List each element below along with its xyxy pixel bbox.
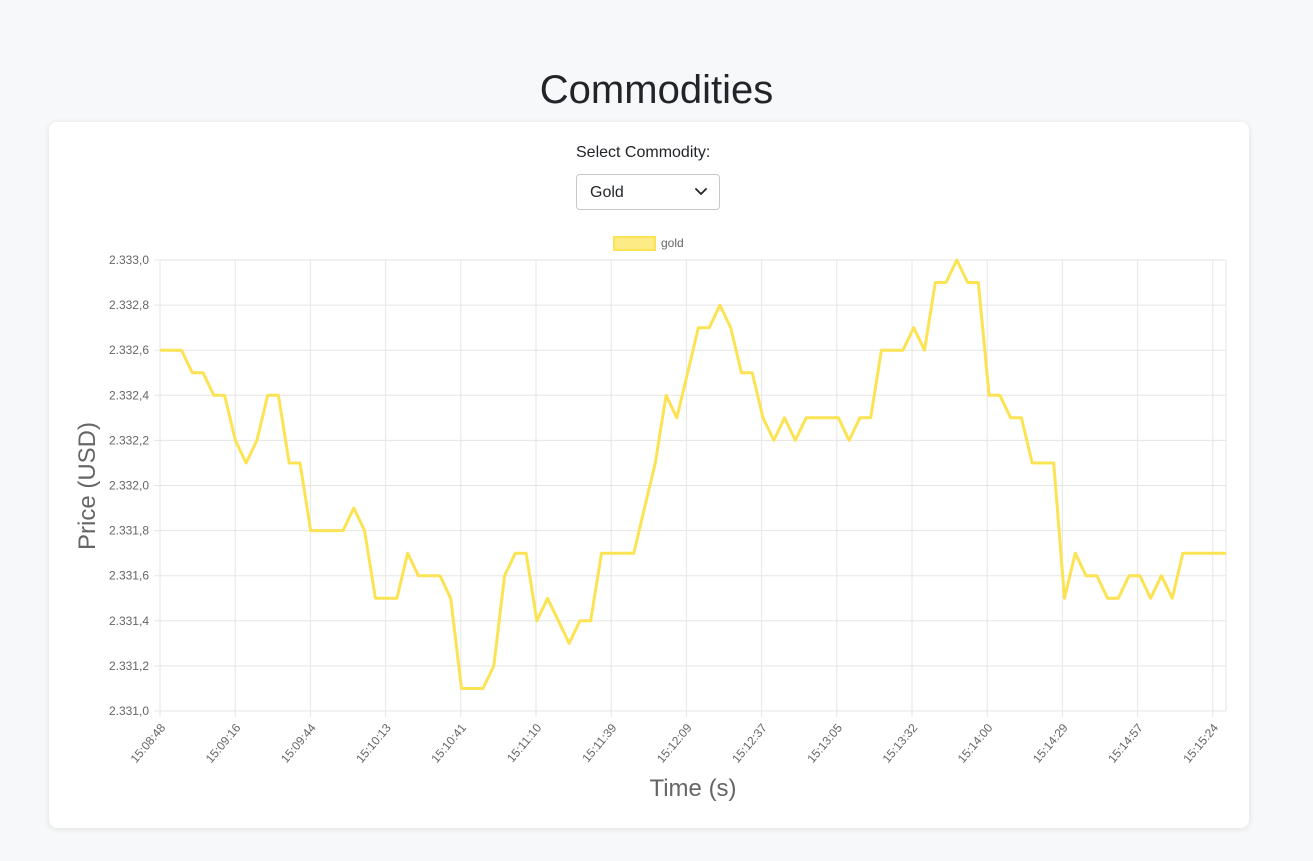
y-tick-label: 2.331,4: [109, 614, 149, 628]
x-tick-label: 15:10:13: [353, 721, 394, 766]
y-tick-label: 2.332,0: [109, 479, 149, 493]
y-tick-label: 2.332,8: [109, 298, 149, 312]
chevron-down-icon: [695, 188, 707, 195]
x-tick-label: 15:14:00: [955, 721, 996, 766]
x-axis-ticks: 15:08:48 15:09:16 15:09:44 15:10:13 15:10:41…: [128, 721, 1222, 766]
x-tick-label: 15:13:05: [804, 721, 845, 766]
x-tick-label: 15:12:37: [729, 721, 770, 766]
commodity-select-label: Select Commodity:: [576, 144, 711, 161]
x-tick-label: 15:09:44: [278, 721, 319, 766]
legend-label-gold[interactable]: gold: [661, 236, 684, 250]
y-tick-label: 2.332,6: [109, 343, 149, 357]
x-tick-label: 15:14:29: [1030, 721, 1071, 766]
y-tick-label: 2.331,0: [109, 704, 149, 718]
x-tick-label: 15:10:41: [428, 721, 469, 766]
y-axis-title: Price (USD): [74, 422, 101, 550]
y-tick-label: 2.332,2: [109, 433, 149, 447]
y-tick-label: 2.333,0: [109, 253, 149, 267]
y-tick-label: 2.331,2: [109, 659, 149, 673]
y-tick-label: 2.331,8: [109, 524, 149, 538]
x-axis-title: Time (s): [649, 775, 736, 802]
y-axis-ticks: 2.331,0 2.331,2 2.331,4 2.331,6 2.331,8 2.332…: [109, 253, 149, 718]
x-tick-label: 15:08:48: [128, 721, 169, 766]
y-tick-label: 2.331,6: [109, 569, 149, 583]
legend-swatch-gold[interactable]: [613, 236, 656, 251]
x-tick-label: 15:13:32: [880, 721, 921, 766]
x-tick-label: 15:15:24: [1180, 721, 1221, 766]
y-tick-label: 2.332,4: [109, 388, 149, 402]
x-tick-label: 15:09:16: [203, 721, 244, 766]
commodity-select-value: Gold: [590, 184, 624, 201]
commodity-select[interactable]: Gold: [576, 174, 720, 210]
x-tick-label: 15:12:09: [654, 721, 695, 766]
page-title: Commodities: [539, 68, 774, 112]
chart-legend: gold: [613, 236, 684, 251]
x-tick-label: 15:14:57: [1105, 721, 1146, 766]
x-tick-label: 15:11:39: [579, 721, 619, 765]
series-line-gold: [160, 258, 1226, 690]
x-tick-label: 15:11:10: [504, 721, 544, 765]
chart-grid: [154, 259, 1227, 717]
